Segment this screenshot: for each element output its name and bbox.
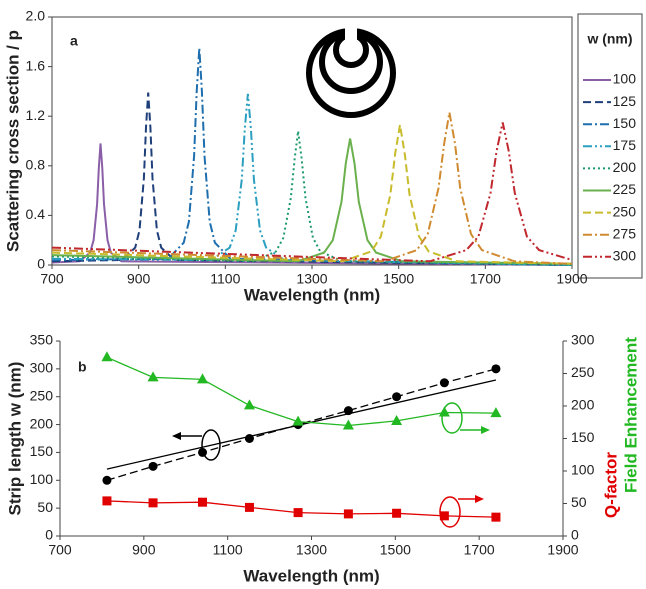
y-tick-label: 1.6: [26, 57, 46, 73]
point: [292, 415, 304, 426]
series-line: [51, 122, 573, 263]
y-tick-label: 50: [37, 499, 53, 515]
annotations: [172, 402, 490, 528]
y2-tick-label: 250: [571, 364, 595, 380]
point: [491, 364, 501, 374]
point: [392, 508, 402, 518]
x-tick-label: 900: [132, 542, 156, 558]
x-axis-label: Wavelength (nm): [244, 285, 380, 304]
y2-tick-label: 0: [571, 527, 579, 543]
point: [197, 373, 209, 384]
legend-label: 200: [613, 159, 637, 175]
y-axis-label: Scattering cross section / p: [3, 30, 22, 252]
y-axis-label: Strip length w (nm): [5, 362, 24, 516]
x-tick-label: 1500: [383, 271, 414, 287]
y2-axis-label: Field Enhancement: [621, 337, 640, 493]
series-line: [106, 356, 496, 427]
point: [490, 407, 502, 418]
point: [198, 447, 208, 457]
y-tick-label: 250: [30, 387, 54, 403]
point: [243, 399, 255, 410]
point: [101, 351, 113, 362]
series-line: [51, 143, 573, 266]
legend-label: 250: [613, 203, 637, 219]
y2-tick-label: 300: [571, 332, 595, 348]
panel-label: a: [70, 33, 78, 49]
series-line: [51, 93, 573, 266]
point: [102, 475, 112, 485]
y-tick-label: 100: [30, 471, 54, 487]
point: [439, 378, 449, 388]
series-line: [51, 112, 573, 265]
point: [342, 419, 354, 430]
x-axis-label: Wavelength (nm): [243, 566, 379, 585]
y-tick-label: 0: [37, 256, 45, 272]
series-line: [51, 138, 573, 265]
y-tick-label: 150: [30, 443, 54, 459]
y2-tick-label: 100: [571, 462, 595, 478]
x-tick-label: 700: [48, 542, 72, 558]
y-tick-label: 0: [45, 527, 53, 543]
point: [244, 502, 254, 512]
point: [438, 406, 450, 417]
point: [198, 497, 208, 507]
legend-label: 100: [613, 71, 637, 87]
x-tick-label: 1500: [380, 542, 411, 558]
point: [343, 509, 353, 519]
x-tick-label: 1100: [213, 542, 243, 558]
panel-label: b: [78, 359, 87, 375]
series-line: [51, 47, 573, 266]
point: [293, 508, 303, 518]
x-tick-label: 1900: [547, 542, 578, 558]
legend-label: 225: [613, 181, 637, 197]
legend-label: 175: [613, 137, 637, 153]
series-line: [51, 92, 573, 266]
legend-label: 150: [613, 115, 637, 131]
y2-axis-label: Q-factor: [601, 452, 620, 519]
point: [392, 392, 402, 402]
ring-icon: [306, 26, 396, 118]
y-tick-label: 300: [30, 360, 54, 376]
y-tick-label: 200: [30, 415, 54, 431]
y-tick-label: 1.2: [26, 107, 46, 123]
point: [491, 512, 501, 522]
x-tick-label: 900: [127, 271, 151, 287]
y2-tick-label: 50: [571, 494, 587, 510]
y-tick-label: 2.0: [26, 8, 46, 24]
y2-tick-label: 200: [571, 397, 595, 413]
point: [102, 496, 112, 506]
x-tick-label: 1300: [296, 542, 327, 558]
series-line: [51, 130, 573, 266]
y-tick-label: 350: [30, 332, 54, 348]
x-tick-label: 700: [40, 271, 64, 287]
legend-title: w (nm): [586, 31, 632, 47]
legend-box: [577, 13, 643, 279]
x-tick-label: 1900: [556, 271, 587, 287]
point: [391, 414, 403, 425]
legend-label: 275: [613, 225, 637, 241]
y2-tick-label: 150: [571, 429, 595, 445]
y-tick-label: 0.4: [26, 206, 46, 222]
point: [148, 461, 158, 471]
point: [148, 498, 158, 508]
x-tick-label: 1100: [210, 271, 240, 287]
legend-label: 125: [613, 93, 637, 109]
x-tick-label: 1700: [470, 271, 501, 287]
point: [147, 371, 159, 382]
legend-label: 300: [613, 248, 637, 264]
series-line: [51, 124, 573, 265]
x-tick-label: 1300: [296, 271, 327, 287]
point: [439, 511, 449, 521]
y-tick-label: 0.8: [26, 157, 46, 173]
x-tick-label: 1700: [464, 542, 495, 558]
